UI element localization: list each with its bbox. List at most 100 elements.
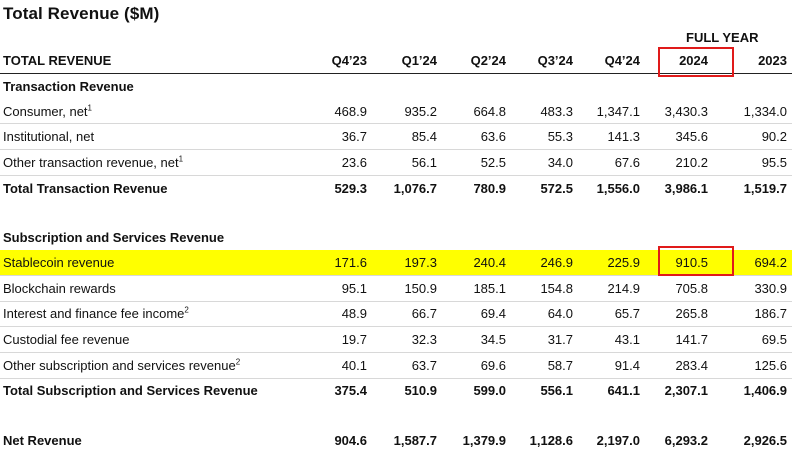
value-cell: 935.2 (374, 98, 444, 125)
row-label: Consumer, net1 (0, 98, 308, 125)
value-cell: 210.2 (647, 149, 715, 176)
value-cell: 34.0 (513, 149, 580, 176)
value-cell: 154.8 (513, 275, 580, 302)
empty-cell (647, 403, 715, 428)
row-label-text: Interest and finance fee income (3, 306, 185, 322)
empty-cell (715, 225, 792, 250)
empty-cell (580, 225, 647, 250)
value-cell: 185.1 (444, 275, 513, 302)
column-header: 2024 (647, 47, 715, 74)
empty-cell (513, 225, 580, 250)
value-cell: 69.4 (444, 301, 513, 328)
empty-cell (374, 403, 444, 428)
footnote-marker: 1 (178, 154, 184, 164)
value-cell: 31.7 (513, 326, 580, 353)
section-heading-row: Subscription and Services Revenue (0, 225, 792, 250)
value-cell: 95.5 (715, 149, 792, 176)
header-row: TOTAL REVENUE Q4’23 Q1’24 Q2’24 Q3’24 Q4’24 20… (0, 47, 792, 74)
value-cell: 468.9 (308, 98, 374, 125)
row-label-text: Institutional, net (3, 129, 95, 145)
value-cell: 225.9 (580, 250, 647, 276)
value-cell: 246.9 (513, 250, 580, 276)
value-cell: 283.4 (647, 352, 715, 379)
row-label: Institutional, net (0, 123, 308, 151)
empty-cell (715, 74, 792, 99)
total-value-cell: 2,307.1 (647, 377, 715, 404)
value-cell: 67.6 (580, 149, 647, 176)
value-cell: 265.8 (647, 301, 715, 328)
full-year-label: FULL YEAR (686, 30, 759, 45)
page-title: Total Revenue ($M) (3, 4, 160, 23)
value-cell: 345.6 (647, 123, 715, 151)
value-cell: 48.9 (308, 301, 374, 328)
value-cell: 330.9 (715, 275, 792, 302)
total-label: Total Transaction Revenue (0, 174, 308, 201)
value-cell: 214.9 (580, 275, 647, 302)
value-cell: 1,347.1 (580, 98, 647, 125)
empty-cell (374, 225, 444, 250)
row-label-text: Blockchain rewards (3, 280, 116, 296)
total-value-cell: 529.3 (308, 174, 374, 201)
row-label: Stablecoin revenue (0, 250, 308, 276)
value-cell: 43.1 (580, 326, 647, 353)
row-label: Interest and finance fee income2 (0, 301, 308, 328)
value-cell: 32.3 (374, 326, 444, 353)
column-header: Q4’24 (580, 47, 647, 74)
empty-cell (374, 74, 444, 99)
total-value-cell: 1,406.9 (715, 377, 792, 404)
total-value-cell: 599.0 (444, 377, 513, 404)
empty-cell (513, 74, 580, 99)
empty-cell (308, 225, 374, 250)
section-title: Transaction Revenue (0, 74, 308, 99)
empty-cell (513, 200, 580, 225)
empty-cell (580, 200, 647, 225)
table-row: Blockchain rewards 95.1 150.9 185.1 154.8 214… (0, 275, 792, 302)
table-row: Other subscription and services revenue2… (0, 352, 792, 379)
empty-cell (0, 200, 308, 225)
section-title-text: Transaction Revenue (3, 78, 134, 94)
value-cell: 69.6 (444, 352, 513, 379)
spacer-row (0, 403, 792, 428)
total-value-cell: 510.9 (374, 377, 444, 404)
total-label-text: Total Transaction Revenue (3, 180, 168, 196)
row-label-text: Other transaction revenue, net (3, 154, 179, 170)
value-cell: 23.6 (308, 149, 374, 176)
value-cell: 63.6 (444, 123, 513, 151)
value-cell: 36.7 (308, 123, 374, 151)
value-cell: 95.1 (308, 275, 374, 302)
revenue-table: TOTAL REVENUE Q4’23 Q1’24 Q2’24 Q3’24 Q4’24 20… (0, 47, 792, 453)
empty-cell (374, 200, 444, 225)
total-row: Total Subscription and Services Revenue 3… (0, 377, 792, 404)
value-cell: 69.5 (715, 326, 792, 353)
empty-cell (647, 200, 715, 225)
empty-cell (715, 200, 792, 225)
table-row: Interest and finance fee income2 48.9 66.7… (0, 301, 792, 328)
total-value-cell: 556.1 (513, 377, 580, 404)
empty-cell (513, 403, 580, 428)
value-cell: 125.6 (715, 352, 792, 379)
empty-cell (308, 74, 374, 99)
empty-cell (444, 200, 513, 225)
table-row: Institutional, net 36.7 85.4 63.6 55.3 141.3 3… (0, 123, 792, 151)
empty-cell (580, 403, 647, 428)
value-cell: 85.4 (374, 123, 444, 151)
value-cell: 150.9 (374, 275, 444, 302)
empty-cell (580, 74, 647, 99)
row-label: Other subscription and services revenue2 (0, 352, 308, 379)
table-row: Other transaction revenue, net1 23.6 56.1 5… (0, 149, 792, 176)
total-value-cell: 572.5 (513, 174, 580, 201)
total-value-cell: 641.1 (580, 377, 647, 404)
row-label-text: Consumer, net (3, 103, 88, 119)
value-cell: 141.3 (580, 123, 647, 151)
value-cell: 197.3 (374, 250, 444, 276)
value-cell: 66.7 (374, 301, 444, 328)
row-label-text: Stablecoin revenue (3, 254, 115, 270)
value-cell: 19.7 (308, 326, 374, 353)
footnote-marker: 2 (235, 357, 241, 367)
row-label-text: Other subscription and services revenue (3, 357, 236, 373)
total-value-cell: 1,556.0 (580, 174, 647, 201)
row-label: Blockchain rewards (0, 275, 308, 302)
value-cell: 240.4 (444, 250, 513, 276)
header-label: TOTAL REVENUE (0, 47, 308, 74)
empty-cell (308, 403, 374, 428)
